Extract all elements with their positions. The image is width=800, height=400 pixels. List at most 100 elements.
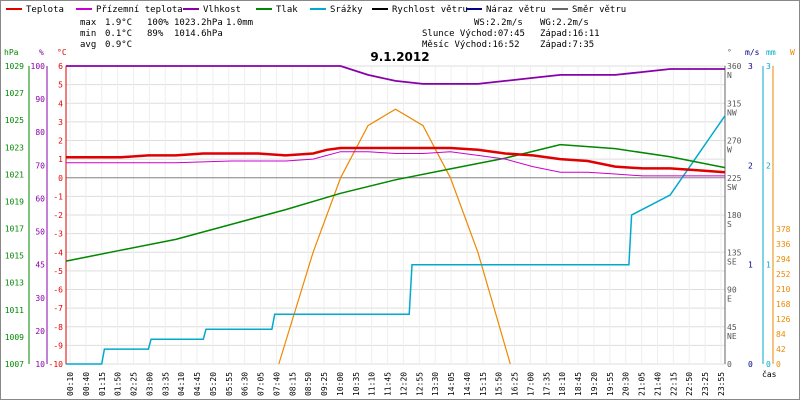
pct-tick-label: 80: [35, 128, 45, 137]
dir-tick-label: S: [727, 220, 732, 229]
x-tick-label: 23:25: [701, 372, 710, 396]
axis-unit-time: čas: [762, 369, 777, 379]
hpa-tick-label: 1021: [5, 170, 24, 179]
dir-tick-label: NW: [727, 108, 737, 117]
mm-tick-label: 3: [766, 62, 771, 71]
pct-tick-label: 50: [35, 228, 45, 237]
right-axes: 360N315NW270W225SW180S135SE90E45NE032103…: [724, 62, 791, 369]
hpa-tick-label: 1009: [5, 333, 24, 342]
axis-unit-mm: mm: [766, 48, 776, 57]
dir-tick-label: 0: [727, 360, 732, 369]
mm-tick-label: 1: [766, 261, 771, 270]
pct-tick-label: 60: [35, 194, 45, 203]
x-tick-label: 11:10: [368, 372, 377, 396]
dir-tick-label: E: [727, 295, 732, 304]
temp-tick-label: -5: [53, 267, 63, 276]
temp-tick-label: 5: [58, 81, 63, 90]
ms-tick-label: 0: [748, 360, 753, 369]
x-axis: 00:10 00:40 01:15 01:50 02:25 03:00 03:35 04:10…: [66, 372, 726, 396]
x-tick-label: 15:15: [479, 372, 488, 396]
hpa-tick-label: 1017: [5, 225, 24, 234]
axis-unit-hpa: hPa: [4, 48, 19, 57]
x-tick-label: 01:50: [114, 372, 123, 396]
mm-tick-label: 0: [766, 360, 771, 369]
x-tick-label: 10:00: [336, 372, 345, 396]
axis-unit-temp: °C: [57, 48, 67, 57]
stat-max-rain: 1.0mm: [226, 18, 253, 28]
pct-tick-label: 20: [35, 327, 45, 336]
wm2-tick-label: 336: [776, 240, 791, 249]
legend-label-rychlost: Rychlost větru: [392, 5, 468, 15]
hpa-tick-label: 1011: [5, 306, 24, 315]
hpa-tick-label: 1029: [5, 62, 24, 71]
ms-tick-label: 2: [748, 161, 753, 170]
mm-tick-label: 2: [766, 161, 771, 170]
pct-tick-label: 70: [35, 161, 45, 170]
wm2-tick-label: 378: [776, 225, 791, 234]
x-tick-label: 03:35: [161, 372, 170, 396]
stat-max-hum: 100%: [147, 18, 169, 28]
temp-tick-label: -7: [53, 304, 63, 313]
temp-tick-label: -8: [53, 323, 63, 332]
dir-tick-label: 360: [727, 62, 742, 71]
wm2-tick-label: 0: [776, 360, 781, 369]
stat-max-press: 1023.2hPa: [174, 18, 223, 28]
x-tick-label: 15:50: [495, 372, 504, 396]
x-tick-label: 07:05: [257, 372, 266, 396]
hpa-tick-label: 1015: [5, 252, 24, 261]
x-tick-label: 08:15: [288, 372, 297, 396]
x-tick-label: 14:40: [463, 372, 472, 396]
legend-label-srazky: Srážky: [330, 5, 363, 15]
series-prizemni-line: [66, 151, 725, 177]
dir-tick-label: 225: [727, 174, 742, 183]
dir-tick-label: SE: [727, 257, 737, 266]
x-tick-label: 21:05: [638, 372, 647, 396]
x-tick-label: 00:40: [82, 372, 91, 396]
dir-tick-label: 135: [727, 248, 742, 257]
series-teplota-line: [66, 146, 726, 174]
x-tick-label: 00:10: [66, 372, 75, 396]
x-tick-label: 06:30: [241, 372, 250, 396]
temp-tick-label: -1: [53, 192, 63, 201]
x-tick-label: 08:50: [304, 372, 313, 396]
stats-block: max 1.9°C 100% 1023.2hPa 1.0mm min 0.1°C…: [80, 18, 253, 50]
ms-tick-label: 3: [748, 62, 753, 71]
wm2-tick-label: 294: [776, 255, 791, 264]
stat-min-label: min: [80, 29, 96, 39]
x-tick-label: 19:20: [590, 372, 599, 396]
wm2-tick-label: 252: [776, 270, 791, 279]
wm2-tick-label: 126: [776, 315, 791, 324]
left-axes: 1029102710251023102110191017101510131011…: [5, 62, 67, 369]
legend-label-naraz: Náraz větru: [486, 5, 546, 15]
x-tick-label: 03:00: [145, 372, 154, 396]
legend-label-teplota: Teplota: [26, 5, 64, 15]
x-tick-label: 13:30: [431, 372, 440, 396]
wind-speed-readout: WS:2.2m/s: [474, 18, 523, 28]
wind-gust-readout: WG:2.2m/s: [540, 18, 589, 28]
sun-moon-block: WS:2.2m/s WG:2.2m/s Slunce Východ:07:45 …: [422, 18, 600, 50]
ms-tick-label: 1: [748, 261, 753, 270]
sunset-readout: Západ:16:11: [540, 29, 600, 39]
legend-label-vlhkost: Vlhkost: [203, 5, 241, 15]
x-tick-label: 04:45: [193, 372, 202, 396]
temp-tick-label: 6: [58, 62, 63, 71]
legend-label-smer: Směr větru: [572, 5, 626, 15]
temp-tick-label: -4: [53, 248, 63, 257]
temp-tick-label: -3: [53, 230, 63, 239]
x-tick-label: 05:20: [209, 372, 218, 396]
x-tick-label: 16:25: [511, 372, 520, 396]
stat-max-temp: 1.9°C: [105, 18, 132, 28]
x-tick-label: 02:25: [130, 372, 139, 396]
hpa-tick-label: 1027: [5, 89, 24, 98]
dir-tick-label: 315: [727, 99, 742, 108]
x-tick-label: 17:35: [542, 372, 551, 396]
temp-tick-label: 3: [58, 118, 63, 127]
x-tick-label: 22:50: [685, 372, 694, 396]
dir-tick-label: 90: [727, 286, 737, 295]
series-vlhkost-line: [66, 65, 725, 85]
series-srazky-line: [66, 115, 726, 365]
temp-tick-label: -2: [53, 211, 63, 220]
dir-tick-label: 270: [727, 137, 742, 146]
hpa-tick-label: 1025: [5, 116, 24, 125]
